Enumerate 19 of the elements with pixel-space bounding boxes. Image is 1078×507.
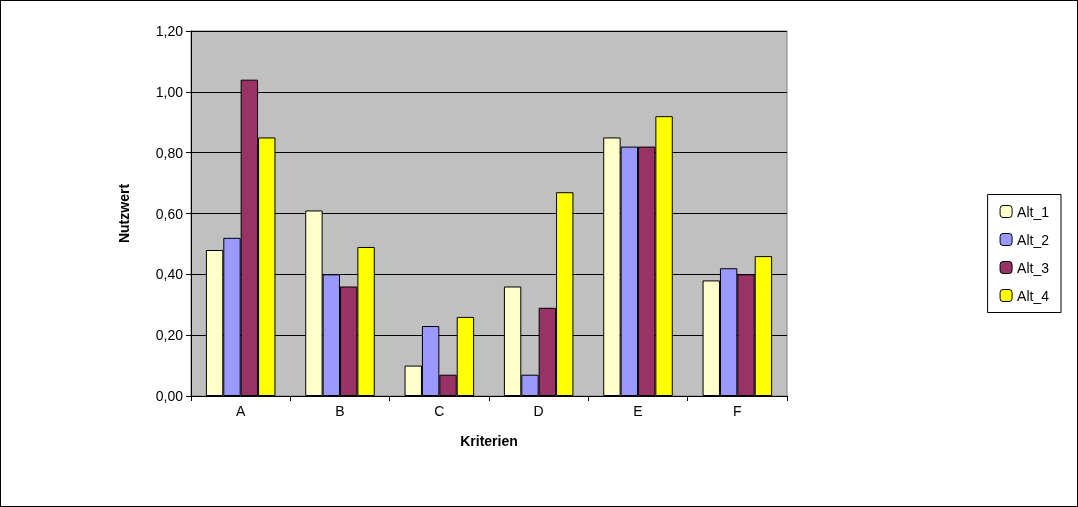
y-tick-label: 0,60: [155, 205, 184, 222]
x-tick-label: B: [335, 403, 345, 419]
legend-label: Alt_3: [1017, 259, 1050, 276]
y-tick-label: 0,80: [155, 144, 184, 161]
legend-label: Alt_1: [1017, 203, 1050, 220]
x-tick-label: D: [533, 403, 544, 419]
y-tick-label: 0,20: [155, 327, 184, 344]
legend-label: Alt_4: [1017, 287, 1050, 304]
legend-label: Alt_2: [1017, 231, 1050, 248]
x-tick-label: E: [633, 403, 643, 419]
x-axis-title: Kriterien: [460, 433, 518, 449]
y-tick-label: 0,00: [155, 388, 184, 404]
y-axis-title: Nutzwert: [116, 183, 132, 244]
x-tick-label: A: [235, 403, 246, 419]
x-tick-label: C: [434, 403, 445, 419]
y-tick-label: 0,40: [155, 266, 184, 283]
y-tick-label: 1,00: [155, 83, 184, 100]
y-tick-label: 1,20: [155, 23, 184, 39]
x-tick-label: F: [733, 403, 742, 419]
